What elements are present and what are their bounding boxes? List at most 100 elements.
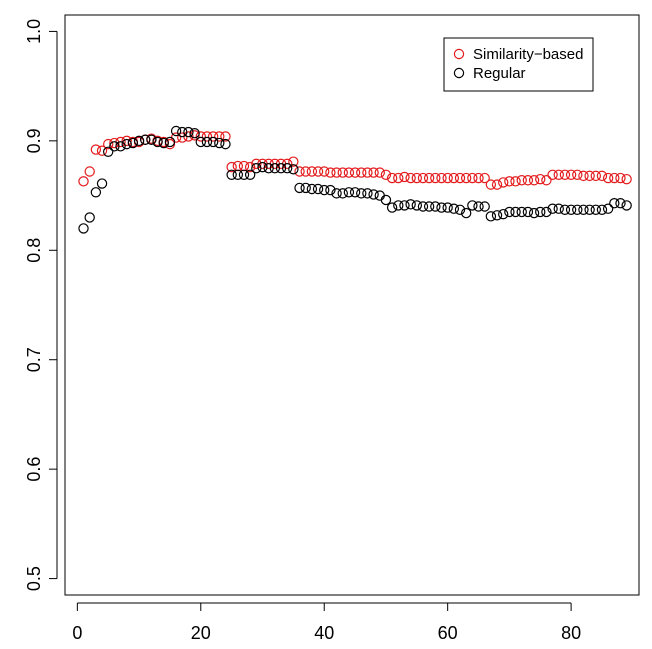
data-points: [78, 125, 632, 234]
data-point: [584, 204, 595, 215]
data-point: [547, 203, 558, 214]
data-point: [244, 169, 256, 180]
data-point: [189, 127, 200, 139]
data-point: [621, 200, 632, 211]
data-point: [306, 166, 318, 177]
data-point: [362, 167, 373, 178]
data-point: [337, 188, 348, 199]
data-point: [504, 176, 515, 187]
data-point: [343, 187, 355, 198]
data-point: [337, 167, 348, 178]
data-point: [479, 172, 490, 184]
y-tick-label: 0.5: [24, 566, 44, 591]
legend-label-similarity: Similarity−based: [473, 46, 583, 63]
data-point: [300, 182, 311, 194]
data-point: [78, 223, 89, 234]
data-point: [263, 163, 274, 174]
data-point: [207, 136, 219, 148]
data-point: [547, 169, 558, 180]
data-point: [541, 175, 552, 186]
data-point: [411, 200, 423, 211]
data-point: [621, 173, 632, 185]
data-point: [584, 170, 595, 182]
data-point: [615, 172, 626, 184]
data-point: [84, 166, 95, 177]
data-point: [516, 175, 527, 186]
data-point: [164, 136, 176, 148]
data-point: [504, 206, 515, 218]
data-point: [109, 137, 120, 149]
data-point: [319, 184, 330, 196]
data-point: [127, 137, 139, 149]
data-point: [528, 207, 540, 219]
data-point: [460, 207, 472, 219]
data-point: [578, 204, 589, 215]
data-point: [90, 187, 102, 198]
data-point: [177, 132, 188, 143]
data-point: [214, 137, 225, 149]
data-point: [442, 172, 453, 184]
data-point: [596, 170, 608, 182]
data-point: [528, 175, 540, 186]
data-point: [294, 182, 305, 194]
data-point: [436, 202, 447, 213]
data-point: [430, 172, 441, 184]
data-point: [498, 177, 509, 188]
data-point: [152, 136, 163, 148]
data-point: [522, 175, 534, 186]
data-point: [121, 138, 132, 150]
y-axis: 0.5 0.6 0.7 0.8 0.9 1.0: [24, 19, 58, 591]
data-point: [473, 201, 484, 212]
data-point: [535, 173, 546, 185]
data-point: [590, 204, 601, 215]
data-point: [257, 161, 268, 173]
data-point: [146, 134, 157, 145]
y-tick-label: 0.9: [24, 128, 44, 153]
data-point: [405, 199, 416, 210]
data-point: [170, 125, 182, 137]
data-point: [201, 136, 213, 148]
legend-label-regular: Regular: [473, 65, 526, 82]
data-point: [103, 138, 114, 150]
data-point: [460, 172, 472, 184]
data-point: [238, 160, 250, 172]
data-point: [300, 166, 311, 177]
legend-marker-regular: [453, 67, 465, 79]
data-point: [294, 166, 305, 177]
data-point: [84, 212, 95, 223]
data-point: [103, 146, 114, 157]
data-point: [399, 200, 410, 211]
y-tick-label: 0.8: [24, 238, 44, 263]
data-point: [615, 198, 626, 209]
data-point: [541, 206, 552, 218]
data-point: [596, 204, 608, 215]
legend: Similarity−based Regular: [443, 37, 594, 92]
data-point: [275, 163, 287, 174]
data-point: [454, 204, 466, 215]
data-point: [183, 126, 194, 138]
data-point: [244, 161, 256, 173]
series-regular: [78, 125, 632, 234]
data-point: [559, 169, 571, 180]
data-point: [78, 176, 89, 187]
data-point: [609, 172, 620, 184]
y-tick-label: 1.0: [24, 19, 44, 44]
y-tick-label: 0.6: [24, 457, 44, 482]
data-point: [343, 167, 355, 178]
x-tick-label: 80: [561, 623, 581, 643]
data-point: [238, 169, 250, 180]
data-point: [214, 131, 225, 142]
data-point: [288, 164, 299, 175]
data-point: [609, 198, 620, 209]
data-point: [386, 172, 398, 184]
series-similarity-based: [78, 130, 632, 190]
data-point: [442, 202, 453, 213]
data-point: [578, 170, 589, 182]
data-point: [232, 169, 244, 180]
data-point: [467, 200, 478, 211]
legend-marker-similarity: [453, 48, 465, 60]
data-point: [281, 163, 293, 174]
data-point: [312, 183, 324, 195]
data-point: [306, 183, 318, 195]
data-point: [479, 201, 490, 212]
